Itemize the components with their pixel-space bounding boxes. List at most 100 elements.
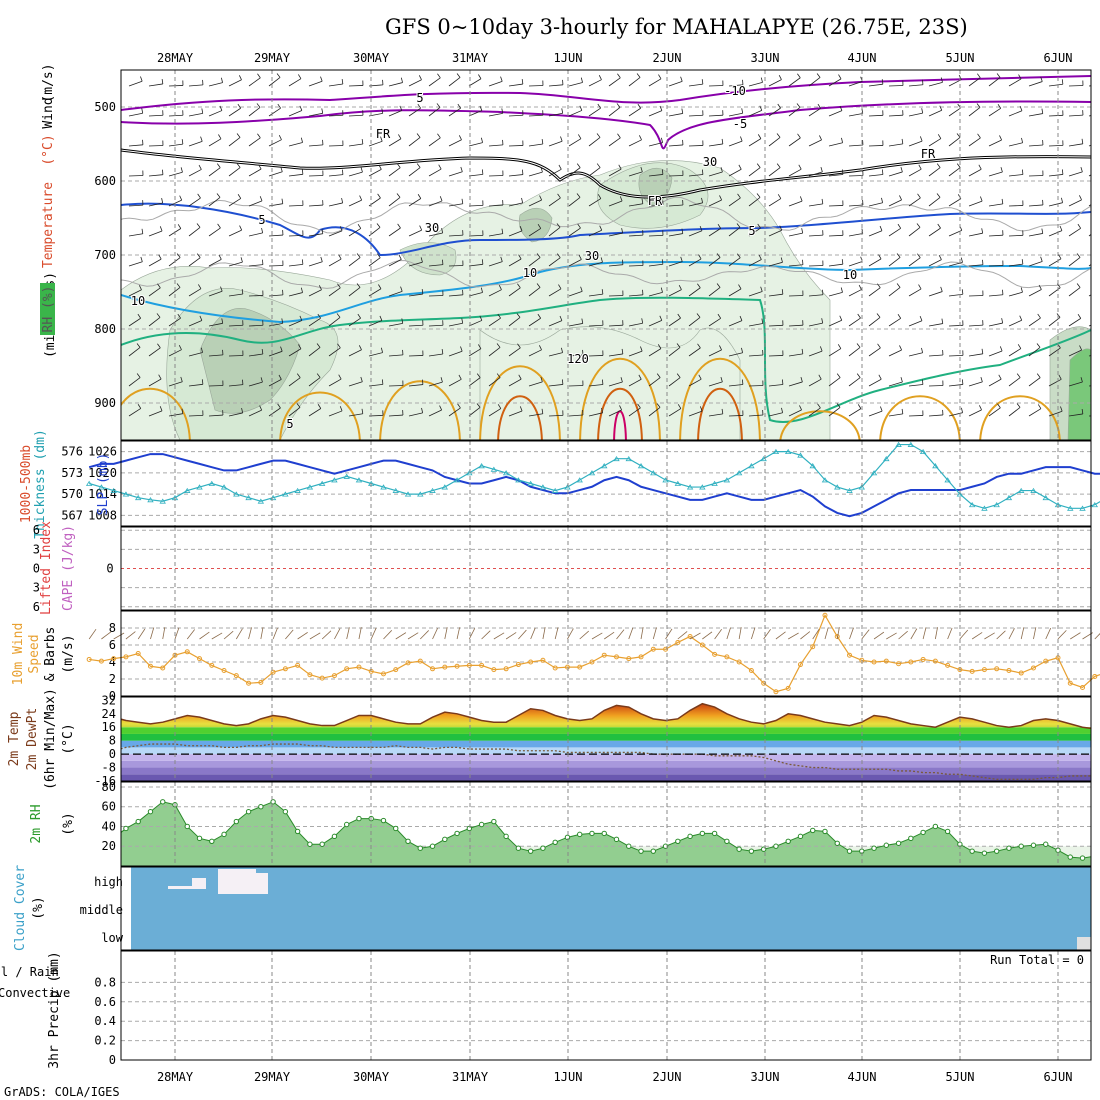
pressure-tick-label: 600 xyxy=(94,174,116,188)
wind-point xyxy=(123,654,129,660)
temp-tick: 24 xyxy=(102,707,116,721)
wind10m-barb xyxy=(456,627,461,640)
wind-barb xyxy=(188,315,203,327)
wind-barb xyxy=(508,79,524,87)
wind-barb xyxy=(188,347,203,357)
contour-20 xyxy=(979,395,1061,440)
wind-barb xyxy=(968,259,984,267)
rh-point xyxy=(491,818,497,825)
wind-barb xyxy=(588,225,603,237)
wind-barb xyxy=(928,134,942,147)
wind-barb xyxy=(768,257,783,267)
wind-barb xyxy=(328,110,344,117)
wind-barb xyxy=(188,164,202,177)
wind-barb xyxy=(208,380,224,387)
wind10m-barb xyxy=(554,627,559,640)
wind-barb xyxy=(608,196,623,207)
wind-barb xyxy=(328,169,344,177)
wind-barb xyxy=(408,320,424,327)
wind-point xyxy=(479,662,485,668)
wind-point xyxy=(233,673,239,679)
date-label-bottom: 30MAY xyxy=(353,1070,390,1084)
wind-point xyxy=(282,666,288,672)
wind-barb xyxy=(1048,169,1064,177)
wind-barb xyxy=(868,140,884,147)
contour-15 xyxy=(121,296,1091,423)
wind-barb xyxy=(588,133,601,147)
wind-barb xyxy=(868,79,884,87)
wind-barb xyxy=(908,193,921,207)
wind-point xyxy=(908,659,914,665)
wind10m-barb xyxy=(984,632,995,640)
li-tick: 0 xyxy=(33,562,40,576)
wind-point xyxy=(810,644,816,650)
wind-barb xyxy=(268,166,283,177)
wind-barb xyxy=(688,283,701,297)
rh-point xyxy=(87,849,91,853)
wind-barb xyxy=(428,133,441,147)
wind-barb xyxy=(228,407,244,417)
wind-barb xyxy=(928,193,941,207)
wind-point xyxy=(871,659,877,665)
wind-barb xyxy=(1028,228,1044,237)
wind-barb xyxy=(708,313,722,327)
slp-tick: 1020 xyxy=(88,466,117,480)
wind-barb xyxy=(868,197,884,207)
wind-barb xyxy=(1028,139,1044,147)
contour-label: 120 xyxy=(567,352,589,366)
wind-barb xyxy=(208,134,222,147)
axis-title-temp-a: 2m Temp xyxy=(7,711,22,766)
wind-barb xyxy=(768,407,784,417)
wind-barb xyxy=(508,343,521,357)
thickness-point xyxy=(380,484,387,490)
wind-point xyxy=(246,680,252,686)
wind10m-barb xyxy=(996,630,1006,640)
wind-barb xyxy=(948,320,964,327)
rh-point xyxy=(184,823,190,830)
wind-barb xyxy=(808,403,821,417)
wind10m-barb xyxy=(591,632,603,640)
thickness-line xyxy=(88,443,1100,509)
wind-barb xyxy=(388,223,401,237)
wind-barb xyxy=(268,289,284,297)
rh-point xyxy=(1030,842,1037,848)
rh-point xyxy=(196,835,203,842)
wind-barb xyxy=(668,256,683,267)
wind-point xyxy=(258,679,264,685)
wind10m-barb xyxy=(787,632,799,640)
wind-barb xyxy=(908,223,921,237)
wind-barb xyxy=(428,103,441,117)
rh-point xyxy=(944,828,951,835)
wind-barb xyxy=(368,253,381,267)
wind-barb xyxy=(608,103,621,117)
wind-barb xyxy=(708,138,724,147)
wind-barb xyxy=(708,253,721,267)
contour-label: 5 xyxy=(258,213,265,227)
wind-point xyxy=(405,660,411,666)
wind-point xyxy=(221,668,227,673)
wind-barb xyxy=(208,105,223,117)
wind-barb xyxy=(828,74,842,87)
wind-barb xyxy=(708,110,724,117)
wind-barb xyxy=(808,374,822,387)
thickness-point xyxy=(502,470,510,476)
axis-title-ms: (m/s) xyxy=(41,63,56,102)
wind-barb xyxy=(668,373,681,387)
wind-barb xyxy=(548,108,564,117)
wind-barb xyxy=(608,164,622,177)
wind-barb xyxy=(628,135,642,147)
wind-barb xyxy=(348,313,361,327)
wind10m-barb xyxy=(432,627,438,640)
temp-band xyxy=(121,740,1091,748)
wind-point xyxy=(295,662,301,668)
wind-barb xyxy=(788,377,803,387)
thickness-point xyxy=(392,487,399,493)
wind-barb xyxy=(608,133,621,147)
wind-barb xyxy=(448,289,464,297)
wind-barb xyxy=(1028,199,1044,207)
wind-barb xyxy=(648,200,664,207)
wind-point xyxy=(564,664,570,670)
wind-barb xyxy=(608,348,624,357)
wind-tick: 0 xyxy=(109,689,116,703)
